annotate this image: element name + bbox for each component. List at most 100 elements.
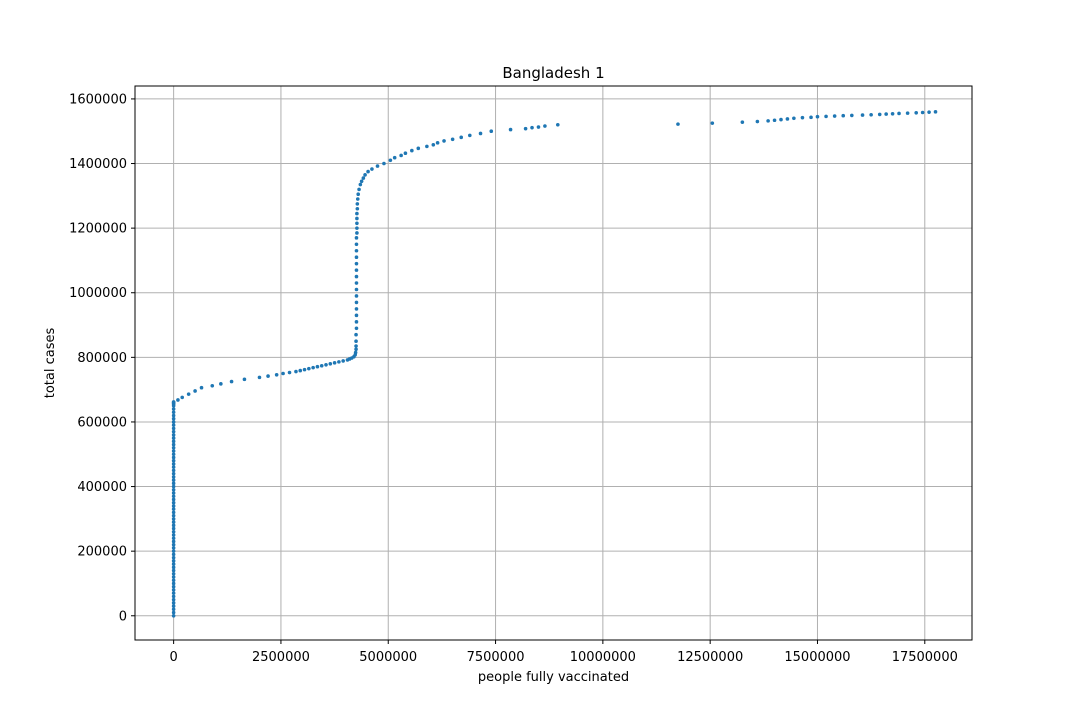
data-point	[171, 597, 176, 602]
data-point	[800, 115, 805, 120]
data-point	[354, 313, 359, 318]
data-point	[353, 350, 358, 355]
y-tick-label: 200000	[77, 545, 127, 560]
data-point	[450, 137, 455, 142]
data-point	[354, 339, 358, 343]
data-point	[555, 122, 560, 127]
data-point	[468, 133, 472, 138]
data-point	[171, 517, 176, 521]
y-tick-label: 1000000	[69, 286, 127, 301]
data-point	[171, 513, 176, 518]
data-point	[815, 114, 820, 119]
data-point	[355, 211, 359, 216]
data-point	[809, 115, 813, 120]
data-point	[171, 591, 176, 595]
data-point	[354, 268, 359, 272]
data-point	[370, 167, 374, 171]
data-point	[355, 197, 360, 201]
y-tick-label: 1600000	[69, 92, 127, 107]
data-point	[459, 135, 464, 140]
data-point	[281, 371, 285, 376]
data-point	[171, 426, 176, 431]
plot-frame	[134, 85, 973, 641]
data-point	[489, 129, 494, 134]
data-point	[171, 520, 176, 524]
y-tick-label: 1200000	[69, 222, 127, 237]
data-point	[890, 111, 895, 116]
data-point	[171, 526, 176, 531]
data-point	[176, 398, 180, 402]
data-point	[341, 359, 345, 363]
data-point	[257, 375, 262, 380]
x-axis-label: people fully vaccinated	[478, 670, 629, 685]
data-point	[171, 407, 176, 411]
data-point	[266, 374, 270, 378]
data-point	[897, 111, 901, 116]
data-point	[287, 370, 292, 375]
data-point	[171, 413, 176, 418]
data-point	[171, 552, 176, 557]
data-point	[242, 377, 247, 382]
data-point	[171, 601, 176, 605]
data-point	[171, 416, 176, 421]
data-point	[171, 420, 176, 424]
data-point	[355, 221, 359, 226]
data-point	[171, 471, 176, 476]
data-points	[171, 110, 938, 618]
data-point	[199, 385, 204, 390]
data-point	[171, 468, 176, 473]
data-point	[543, 124, 547, 128]
data-point	[860, 113, 865, 117]
data-point	[832, 114, 837, 118]
data-point	[355, 216, 359, 221]
data-point	[399, 153, 403, 158]
data-point	[171, 436, 176, 440]
data-point	[382, 161, 386, 166]
data-point	[920, 110, 925, 115]
data-point	[766, 119, 770, 123]
data-point	[933, 110, 938, 114]
data-point	[375, 164, 380, 168]
data-point	[171, 504, 176, 508]
data-point	[676, 122, 680, 126]
data-point	[171, 568, 176, 573]
data-point	[229, 379, 234, 384]
chart-title: Bangladesh 1	[502, 64, 604, 82]
data-point	[171, 400, 176, 404]
data-point	[171, 571, 176, 576]
data-point	[171, 578, 176, 583]
data-point	[355, 202, 360, 206]
data-point	[357, 187, 361, 192]
data-point	[779, 117, 783, 122]
data-point	[171, 487, 176, 492]
data-point	[355, 206, 360, 211]
y-tick-label: 0	[119, 609, 127, 624]
data-point	[171, 546, 176, 550]
data-point	[410, 148, 414, 153]
data-point	[425, 144, 429, 149]
data-point	[171, 507, 176, 511]
data-point	[171, 442, 176, 447]
data-point	[354, 347, 358, 352]
data-point	[328, 362, 333, 366]
data-point	[755, 119, 760, 124]
y-tick-label: 800000	[77, 351, 127, 366]
data-point	[324, 362, 328, 367]
data-point	[171, 497, 176, 502]
data-point	[171, 529, 176, 534]
data-point	[171, 481, 176, 486]
x-tick-label: 17500000	[892, 650, 958, 665]
data-point	[171, 462, 176, 466]
data-point	[354, 274, 359, 279]
x-tick-label: 2500000	[252, 650, 310, 665]
data-point	[171, 410, 176, 415]
data-point	[171, 584, 176, 589]
data-point	[363, 173, 367, 177]
data-point	[210, 383, 215, 388]
x-tick-label: 15000000	[784, 650, 850, 665]
x-tick-label: 5000000	[359, 650, 417, 665]
data-point	[416, 146, 421, 151]
data-point	[354, 320, 359, 324]
data-point	[877, 112, 882, 117]
